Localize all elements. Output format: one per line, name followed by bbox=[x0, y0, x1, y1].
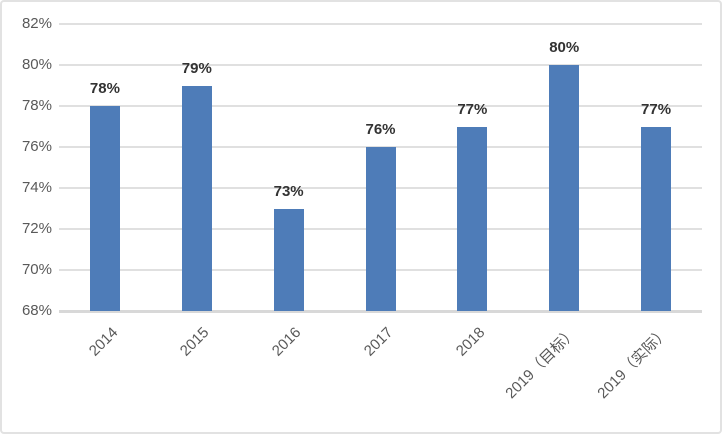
bar-value-label: 79% bbox=[181, 59, 212, 77]
gridline bbox=[59, 64, 702, 66]
x-tick-label: 2019（实际） bbox=[594, 324, 673, 403]
bar-value-label: 80% bbox=[549, 39, 580, 56]
bar-2014 bbox=[89, 106, 120, 311]
bar-2017 bbox=[365, 147, 396, 311]
bar-2019（实际） bbox=[641, 126, 672, 311]
bar-value-label: 77% bbox=[457, 100, 488, 118]
gridline bbox=[59, 105, 702, 107]
gridline bbox=[59, 23, 702, 25]
bar-value-label: 73% bbox=[273, 182, 304, 200]
bar-2016 bbox=[273, 208, 304, 311]
bar-2019（目标） bbox=[549, 65, 580, 311]
bar-value-label: 77% bbox=[641, 100, 672, 118]
bar-value-label: 78% bbox=[89, 80, 120, 97]
x-tick-label: 2017 bbox=[360, 324, 397, 360]
y-tick-label: 68% bbox=[21, 302, 52, 319]
x-axis-line bbox=[59, 310, 702, 313]
x-tick-label: 2016 bbox=[269, 324, 305, 360]
y-tick-label: 72% bbox=[21, 220, 52, 237]
x-tick-label: 2014 bbox=[85, 324, 121, 360]
x-tick-label: 2019（目标） bbox=[502, 324, 581, 403]
bar-2015 bbox=[181, 85, 212, 311]
bar-2018 bbox=[457, 126, 488, 311]
y-tick-label: 76% bbox=[21, 138, 52, 155]
y-tick-label: 78% bbox=[21, 97, 52, 114]
x-tick-label: 2015 bbox=[177, 324, 213, 360]
y-tick-label: 74% bbox=[21, 179, 52, 196]
y-tick-label: 80% bbox=[21, 56, 52, 73]
x-tick-label: 2018 bbox=[452, 324, 489, 360]
y-tick-label: 70% bbox=[21, 261, 52, 278]
y-tick-label: 82% bbox=[21, 15, 52, 32]
bar-value-label: 76% bbox=[365, 121, 396, 138]
